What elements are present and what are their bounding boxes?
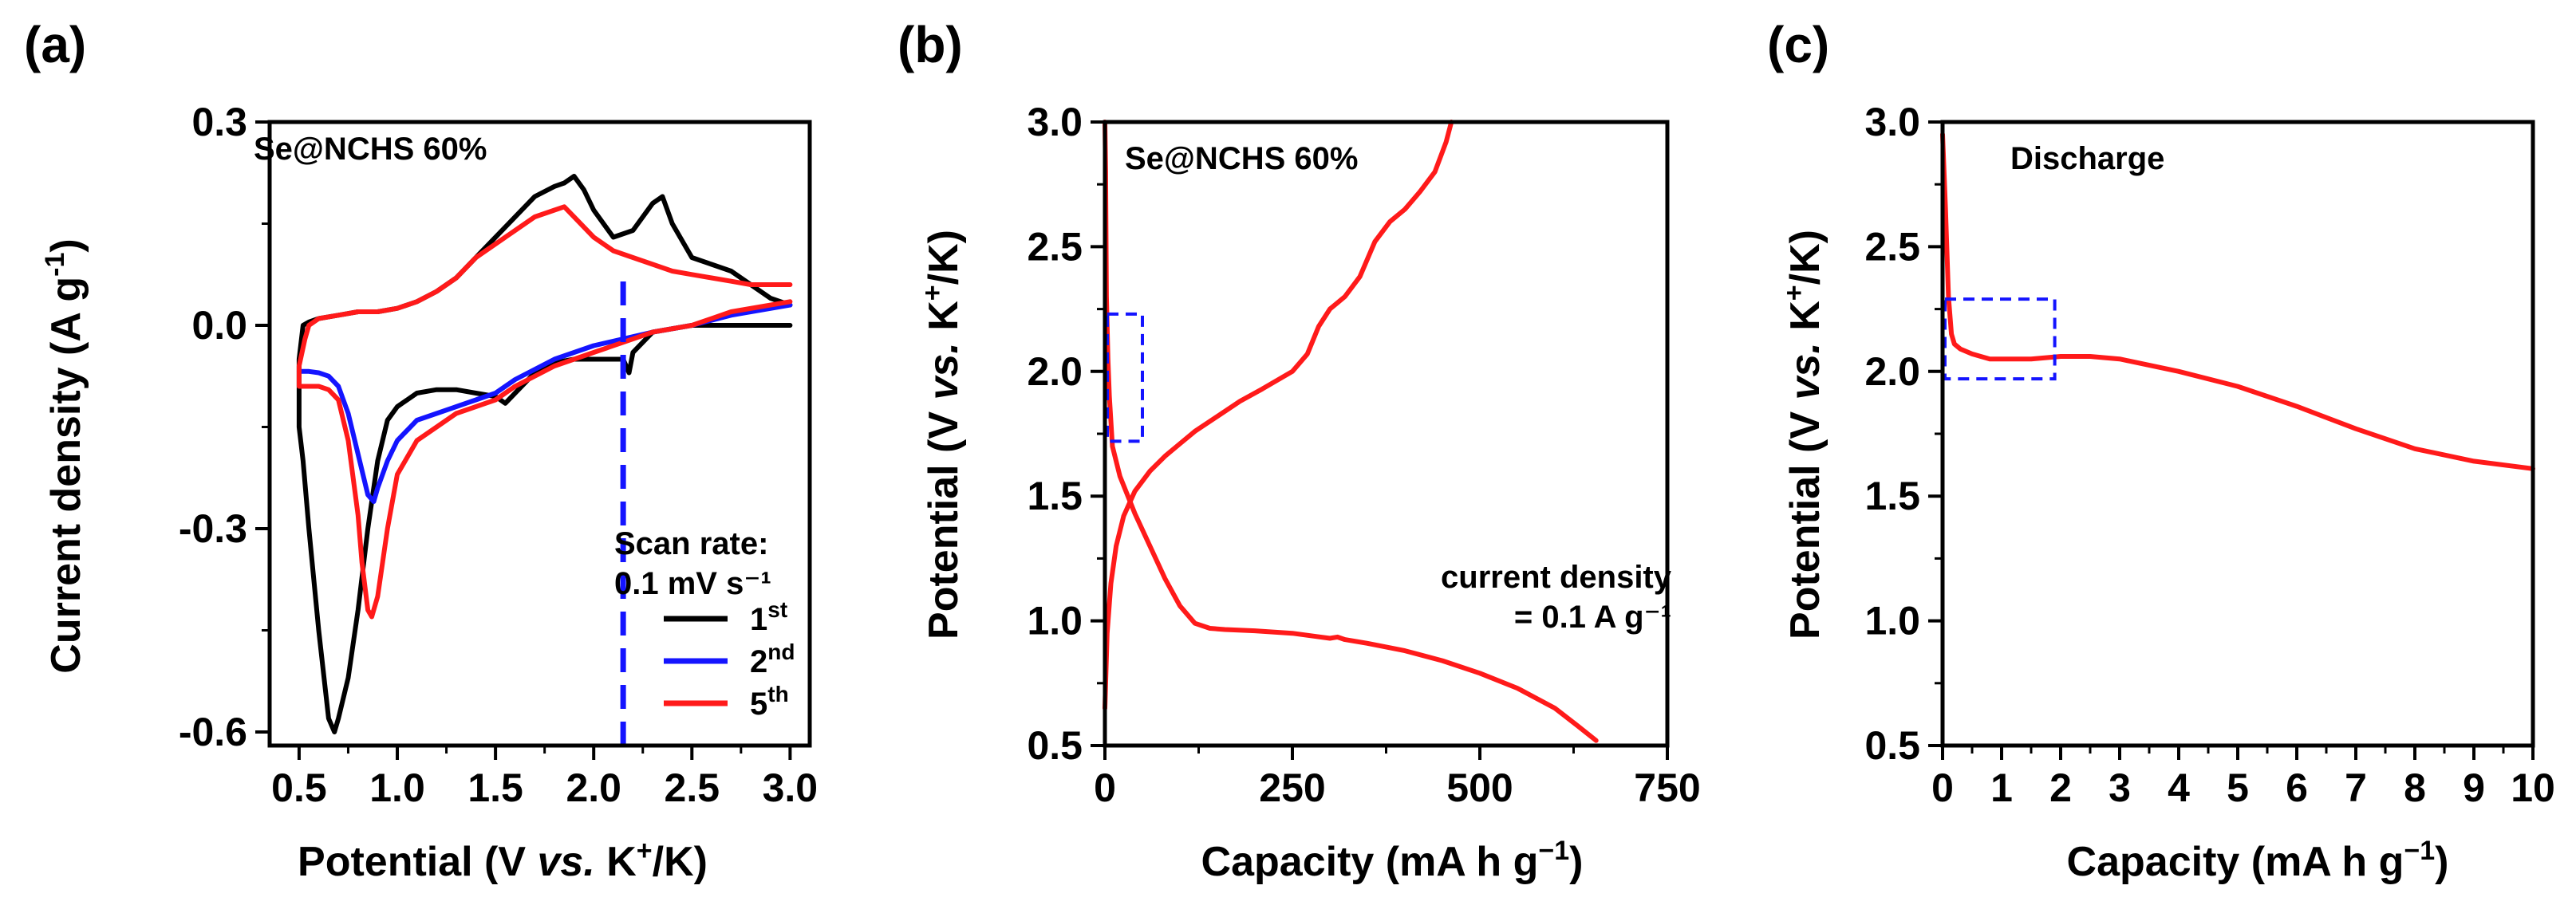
series-charge-line xyxy=(1103,120,1454,711)
plot-area xyxy=(1940,132,2535,471)
plot-frame xyxy=(267,120,812,748)
scan-rate-value: 0.1 mV s⁻¹ xyxy=(614,566,771,601)
x-tick-label: 7 xyxy=(2345,765,2367,810)
x-tick-label: 0 xyxy=(1931,765,1954,810)
x-tick-label: 0 xyxy=(1094,765,1116,810)
plot-area xyxy=(296,174,793,734)
sample-label: Se@NCHS 60% xyxy=(254,132,487,167)
y-tick-label: 2.5 xyxy=(1027,224,1083,269)
inset-region-box xyxy=(1106,312,1144,443)
y-tick-label: 1.0 xyxy=(1027,599,1083,643)
y-tick-label: -0.3 xyxy=(179,506,247,551)
discharge-panel: (c) 0 1 2 3 4 5 6 7 8 9 10 0.5 1.0 1.5 2.0 2.5 3.0 Disc… xyxy=(1767,16,2555,885)
legend-label: 5th xyxy=(750,682,789,722)
x-axis: 0 1 2 3 4 5 6 7 8 9 10 xyxy=(1931,746,2555,810)
x-axis-title: Potential (V vs. K+/K) xyxy=(298,836,708,885)
y-tick-label: -0.6 xyxy=(179,710,247,754)
y-tick-label: 0.3 xyxy=(191,100,247,144)
x-tick-label: 3 xyxy=(2109,765,2131,810)
inset-region-box xyxy=(1943,297,2057,381)
panel-label: (b) xyxy=(897,16,963,73)
series-2nd-line xyxy=(296,302,793,504)
y-tick-label: 3.0 xyxy=(1864,100,1920,144)
scan-rate-label: Scan rate: xyxy=(614,526,768,561)
y-axis-title: Current density (A g-1) xyxy=(40,238,89,673)
x-tick-label: 8 xyxy=(2404,765,2426,810)
x-tick-label: 4 xyxy=(2168,765,2190,810)
y-tick-label: 0.5 xyxy=(1027,723,1083,768)
plot-area xyxy=(1103,120,1599,743)
y-tick-label: 1.5 xyxy=(1864,474,1920,518)
x-tick-label: 1 xyxy=(1990,765,2013,810)
cv-panel: (a) 0.5 1.0 1.5 2.0 2.5 3.0 0.3 0.0 -0.3 -0.6 Se… xyxy=(24,16,818,885)
x-tick-label: 2 xyxy=(2049,765,2072,810)
current-density-label: current density xyxy=(1441,560,1672,595)
x-tick-label: 2.5 xyxy=(665,765,720,810)
y-tick-label: 0.5 xyxy=(1864,723,1920,768)
x-tick-label: 500 xyxy=(1446,765,1513,810)
y-axis: 0.5 1.0 1.5 2.0 2.5 3.0 xyxy=(1864,100,1943,768)
y-axis: 0.5 1.0 1.5 2.0 2.5 3.0 xyxy=(1027,100,1105,768)
plot-frame xyxy=(1940,120,2535,748)
x-tick-label: 3.0 xyxy=(763,765,819,810)
y-axis-title: Potential (V vs. K+/K) xyxy=(1779,230,1828,639)
series-5th-line xyxy=(296,204,793,620)
x-tick-label: 2.0 xyxy=(566,765,621,810)
x-tick-label: 9 xyxy=(2463,765,2485,810)
current-density-value: = 0.1 A g⁻¹ xyxy=(1514,600,1671,635)
x-tick-label: 0.5 xyxy=(271,765,327,810)
y-tick-label: 2.0 xyxy=(1027,349,1083,394)
x-tick-label: 1.0 xyxy=(369,765,425,810)
x-axis: 0.5 1.0 1.5 2.0 2.5 3.0 xyxy=(271,746,818,810)
x-axis-title: Capacity (mA h g−1) xyxy=(1201,836,1584,885)
y-axis: 0.3 0.0 -0.3 -0.6 xyxy=(179,100,270,754)
mode-label: Discharge xyxy=(2010,141,2164,176)
x-tick-label: 5 xyxy=(2227,765,2249,810)
x-tick-label: 10 xyxy=(2511,765,2555,810)
series-discharge-line xyxy=(1940,132,2535,471)
x-axis: 0 250 500 750 xyxy=(1094,746,1701,810)
x-tick-label: 6 xyxy=(2286,765,2308,810)
gcd-panel: (b) 0 250 500 750 0.5 1.0 1.5 2.0 2.5 3.0 Se@NCH… xyxy=(897,16,1701,885)
panel-label: (c) xyxy=(1767,16,1829,73)
x-axis-title: Capacity (mA h g−1) xyxy=(2067,836,2449,885)
x-tick-label: 1.5 xyxy=(467,765,523,810)
panel-label: (a) xyxy=(24,16,86,73)
series-1st-line xyxy=(296,174,793,734)
legend-label: 1st xyxy=(750,597,787,637)
x-tick-label: 250 xyxy=(1259,765,1325,810)
y-tick-label: 0.0 xyxy=(191,303,247,348)
y-tick-label: 2.5 xyxy=(1864,224,1920,269)
y-axis-title: Potential (V vs. K+/K) xyxy=(917,230,967,639)
y-tick-label: 3.0 xyxy=(1027,100,1083,144)
y-tick-label: 1.0 xyxy=(1864,599,1920,643)
y-tick-label: 1.5 xyxy=(1027,474,1083,518)
series-discharge-line xyxy=(1103,120,1599,743)
legend-label: 2nd xyxy=(750,639,795,679)
sample-label: Se@NCHS 60% xyxy=(1125,141,1358,176)
x-tick-label: 750 xyxy=(1634,765,1700,810)
y-tick-label: 2.0 xyxy=(1864,349,1920,394)
